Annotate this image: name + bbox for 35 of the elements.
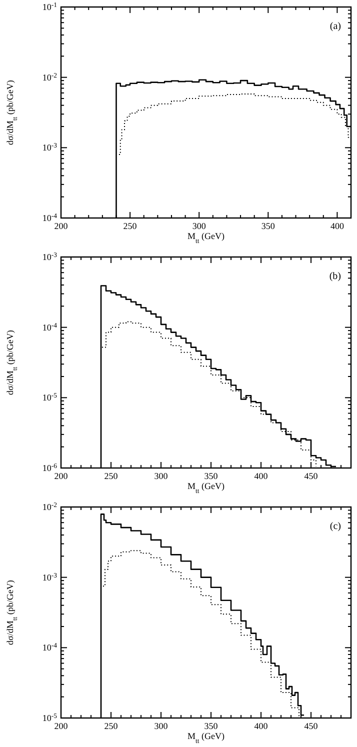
x-tick-label: 400 (254, 471, 268, 481)
y-tick-label: 10$^{-4}$ (42, 212, 58, 223)
x-tick-label: 300 (154, 721, 168, 731)
x-tick-label: 300 (154, 471, 168, 481)
y-tick-label: 10$^{-5}$ (42, 712, 58, 723)
x-tick-label: 350 (204, 721, 218, 731)
x-tick-label: 200 (54, 721, 68, 731)
x-tick-label: 250 (123, 221, 138, 231)
y-tick-label: 10$^{-3}$ (42, 572, 58, 582)
y-tick-label: 10$^{-4}$ (42, 322, 58, 332)
x-axis-title: M$_{tt}$ (GeV) (187, 231, 225, 244)
annotation: (c) (330, 521, 341, 532)
x-tick-label: 200 (54, 221, 68, 231)
x-axis-title: M$_{tt}$ (GeV) (187, 481, 225, 494)
x-tick-label: 250 (104, 721, 118, 731)
annotation: (b) (329, 271, 341, 282)
y-tick-label: 10$^{-3}$ (42, 252, 58, 262)
x-tick-label: 200 (54, 471, 68, 481)
y-tick-label: 10$^{-3}$ (42, 142, 58, 153)
x-axis-title: M$_{tt}$ (GeV) (187, 731, 225, 744)
x-tick-label: 250 (104, 471, 118, 481)
y-tick-label: 10$^{-5}$ (42, 392, 58, 403)
y-tick-label: 10$^{-6}$ (42, 462, 58, 473)
x-tick-label: 350 (261, 221, 276, 231)
x-tick-label: 300 (192, 221, 206, 231)
x-tick-label: 450 (304, 721, 318, 731)
x-tick-label: 350 (204, 471, 218, 481)
x-tick-label: 450 (304, 471, 318, 481)
x-tick-label: 400 (330, 221, 344, 231)
x-tick-label: 400 (254, 721, 268, 731)
annotation: (a) (330, 21, 341, 32)
y-tick-label: 10$^{-2}$ (42, 72, 57, 82)
y-tick-label: 10$^{-2}$ (42, 502, 57, 512)
y-tick-label: 10$^{-1}$ (42, 2, 57, 12)
y-tick-label: 10$^{-4}$ (42, 642, 58, 653)
